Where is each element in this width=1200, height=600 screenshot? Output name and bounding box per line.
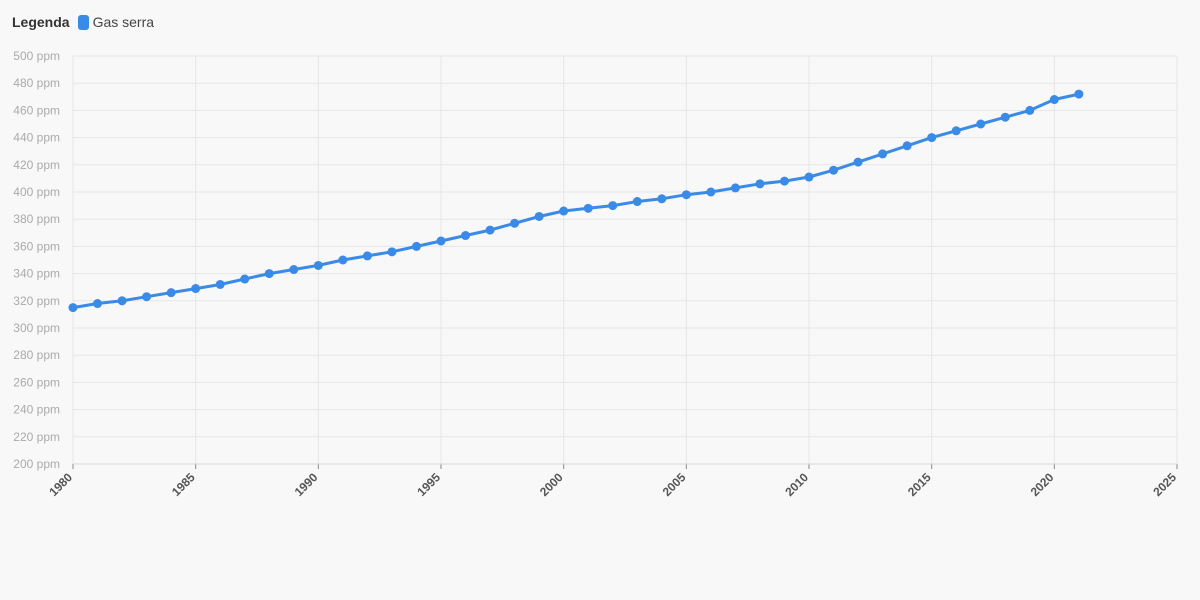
data-point[interactable] [387, 247, 397, 257]
x-tick-label: 2025 [1150, 470, 1179, 499]
data-point[interactable] [706, 187, 716, 197]
x-tick-label: 1985 [169, 470, 198, 499]
y-tick-label: 300 ppm [13, 321, 60, 335]
data-point[interactable] [68, 303, 78, 313]
x-tick-label: 1995 [414, 470, 443, 499]
data-point[interactable] [559, 206, 569, 216]
x-tick-label: 2000 [537, 470, 566, 499]
data-point[interactable] [878, 149, 888, 159]
series-line [71, 92, 1081, 310]
data-point[interactable] [142, 292, 152, 302]
y-tick-label: 440 ppm [13, 131, 60, 145]
y-tick-label: 420 ppm [13, 158, 60, 172]
y-tick-label: 460 ppm [13, 103, 60, 117]
data-point[interactable] [976, 119, 986, 129]
y-tick-label: 380 ppm [13, 212, 60, 226]
data-point[interactable] [1049, 95, 1059, 105]
y-tick-label: 200 ppm [13, 457, 60, 471]
y-tick-label: 240 ppm [13, 403, 60, 417]
data-point[interactable] [240, 274, 250, 284]
y-tick-label: 480 ppm [13, 76, 60, 90]
data-point[interactable] [1074, 89, 1084, 99]
grid [72, 55, 1178, 465]
legend-item-label: Gas serra [92, 14, 155, 30]
data-point[interactable] [534, 211, 544, 221]
data-point[interactable] [632, 197, 642, 207]
data-point[interactable] [510, 218, 520, 228]
legend-title: Legenda [12, 14, 70, 30]
series-gas-serra [68, 89, 1084, 313]
data-point[interactable] [313, 260, 323, 270]
y-tick-label: 260 ppm [13, 375, 60, 389]
data-point[interactable] [853, 157, 863, 167]
data-point[interactable] [338, 255, 348, 265]
data-point[interactable] [1025, 105, 1035, 115]
data-point[interactable] [657, 194, 667, 204]
data-point[interactable] [117, 296, 127, 306]
data-point[interactable] [902, 141, 912, 151]
data-point[interactable] [681, 190, 691, 200]
x-axis: 1980 1985 1990 1995 2000 2005 2010 2015 2020 2025 [46, 463, 1179, 499]
y-tick-label: 280 ppm [13, 348, 60, 362]
data-point[interactable] [951, 126, 961, 136]
legend-swatch [77, 14, 89, 30]
data-point[interactable] [804, 172, 814, 182]
y-tick-label: 360 ppm [13, 239, 60, 253]
x-tick-label: 1980 [46, 470, 75, 499]
data-point[interactable] [927, 133, 937, 143]
x-tick-label: 1990 [292, 470, 321, 499]
x-tick-label: 2005 [660, 470, 689, 499]
legend-item-gas-serra[interactable]: Gas serra [77, 14, 155, 30]
data-point[interactable] [461, 231, 471, 241]
data-point[interactable] [166, 288, 176, 298]
data-point[interactable] [191, 284, 201, 294]
data-point[interactable] [411, 241, 421, 251]
data-point[interactable] [362, 251, 372, 261]
x-tick-label: 2015 [905, 470, 934, 499]
y-tick-label: 500 ppm [13, 49, 60, 63]
data-point[interactable] [608, 201, 618, 211]
data-point[interactable] [730, 183, 740, 193]
data-point[interactable] [755, 179, 765, 189]
data-point[interactable] [93, 299, 103, 309]
y-tick-label: 320 ppm [13, 294, 60, 308]
data-point[interactable] [485, 225, 495, 235]
x-tick-label: 2010 [782, 470, 811, 499]
data-point[interactable] [215, 279, 225, 289]
y-axis: 200 ppm 220 ppm 240 ppm 260 ppm 280 ppm 300 p… [13, 49, 60, 471]
y-tick-label: 340 ppm [13, 267, 60, 281]
data-point[interactable] [583, 203, 593, 213]
data-point[interactable] [779, 176, 789, 186]
data-point[interactable] [829, 165, 839, 175]
data-point[interactable] [289, 265, 299, 275]
y-tick-label: 220 ppm [13, 430, 60, 444]
data-point[interactable] [264, 269, 274, 279]
legend: Legenda Gas serra [12, 12, 154, 32]
data-point[interactable] [1000, 112, 1010, 122]
y-tick-label: 400 ppm [13, 185, 60, 199]
x-tick-label: 2020 [1028, 470, 1057, 499]
data-point[interactable] [436, 236, 446, 246]
